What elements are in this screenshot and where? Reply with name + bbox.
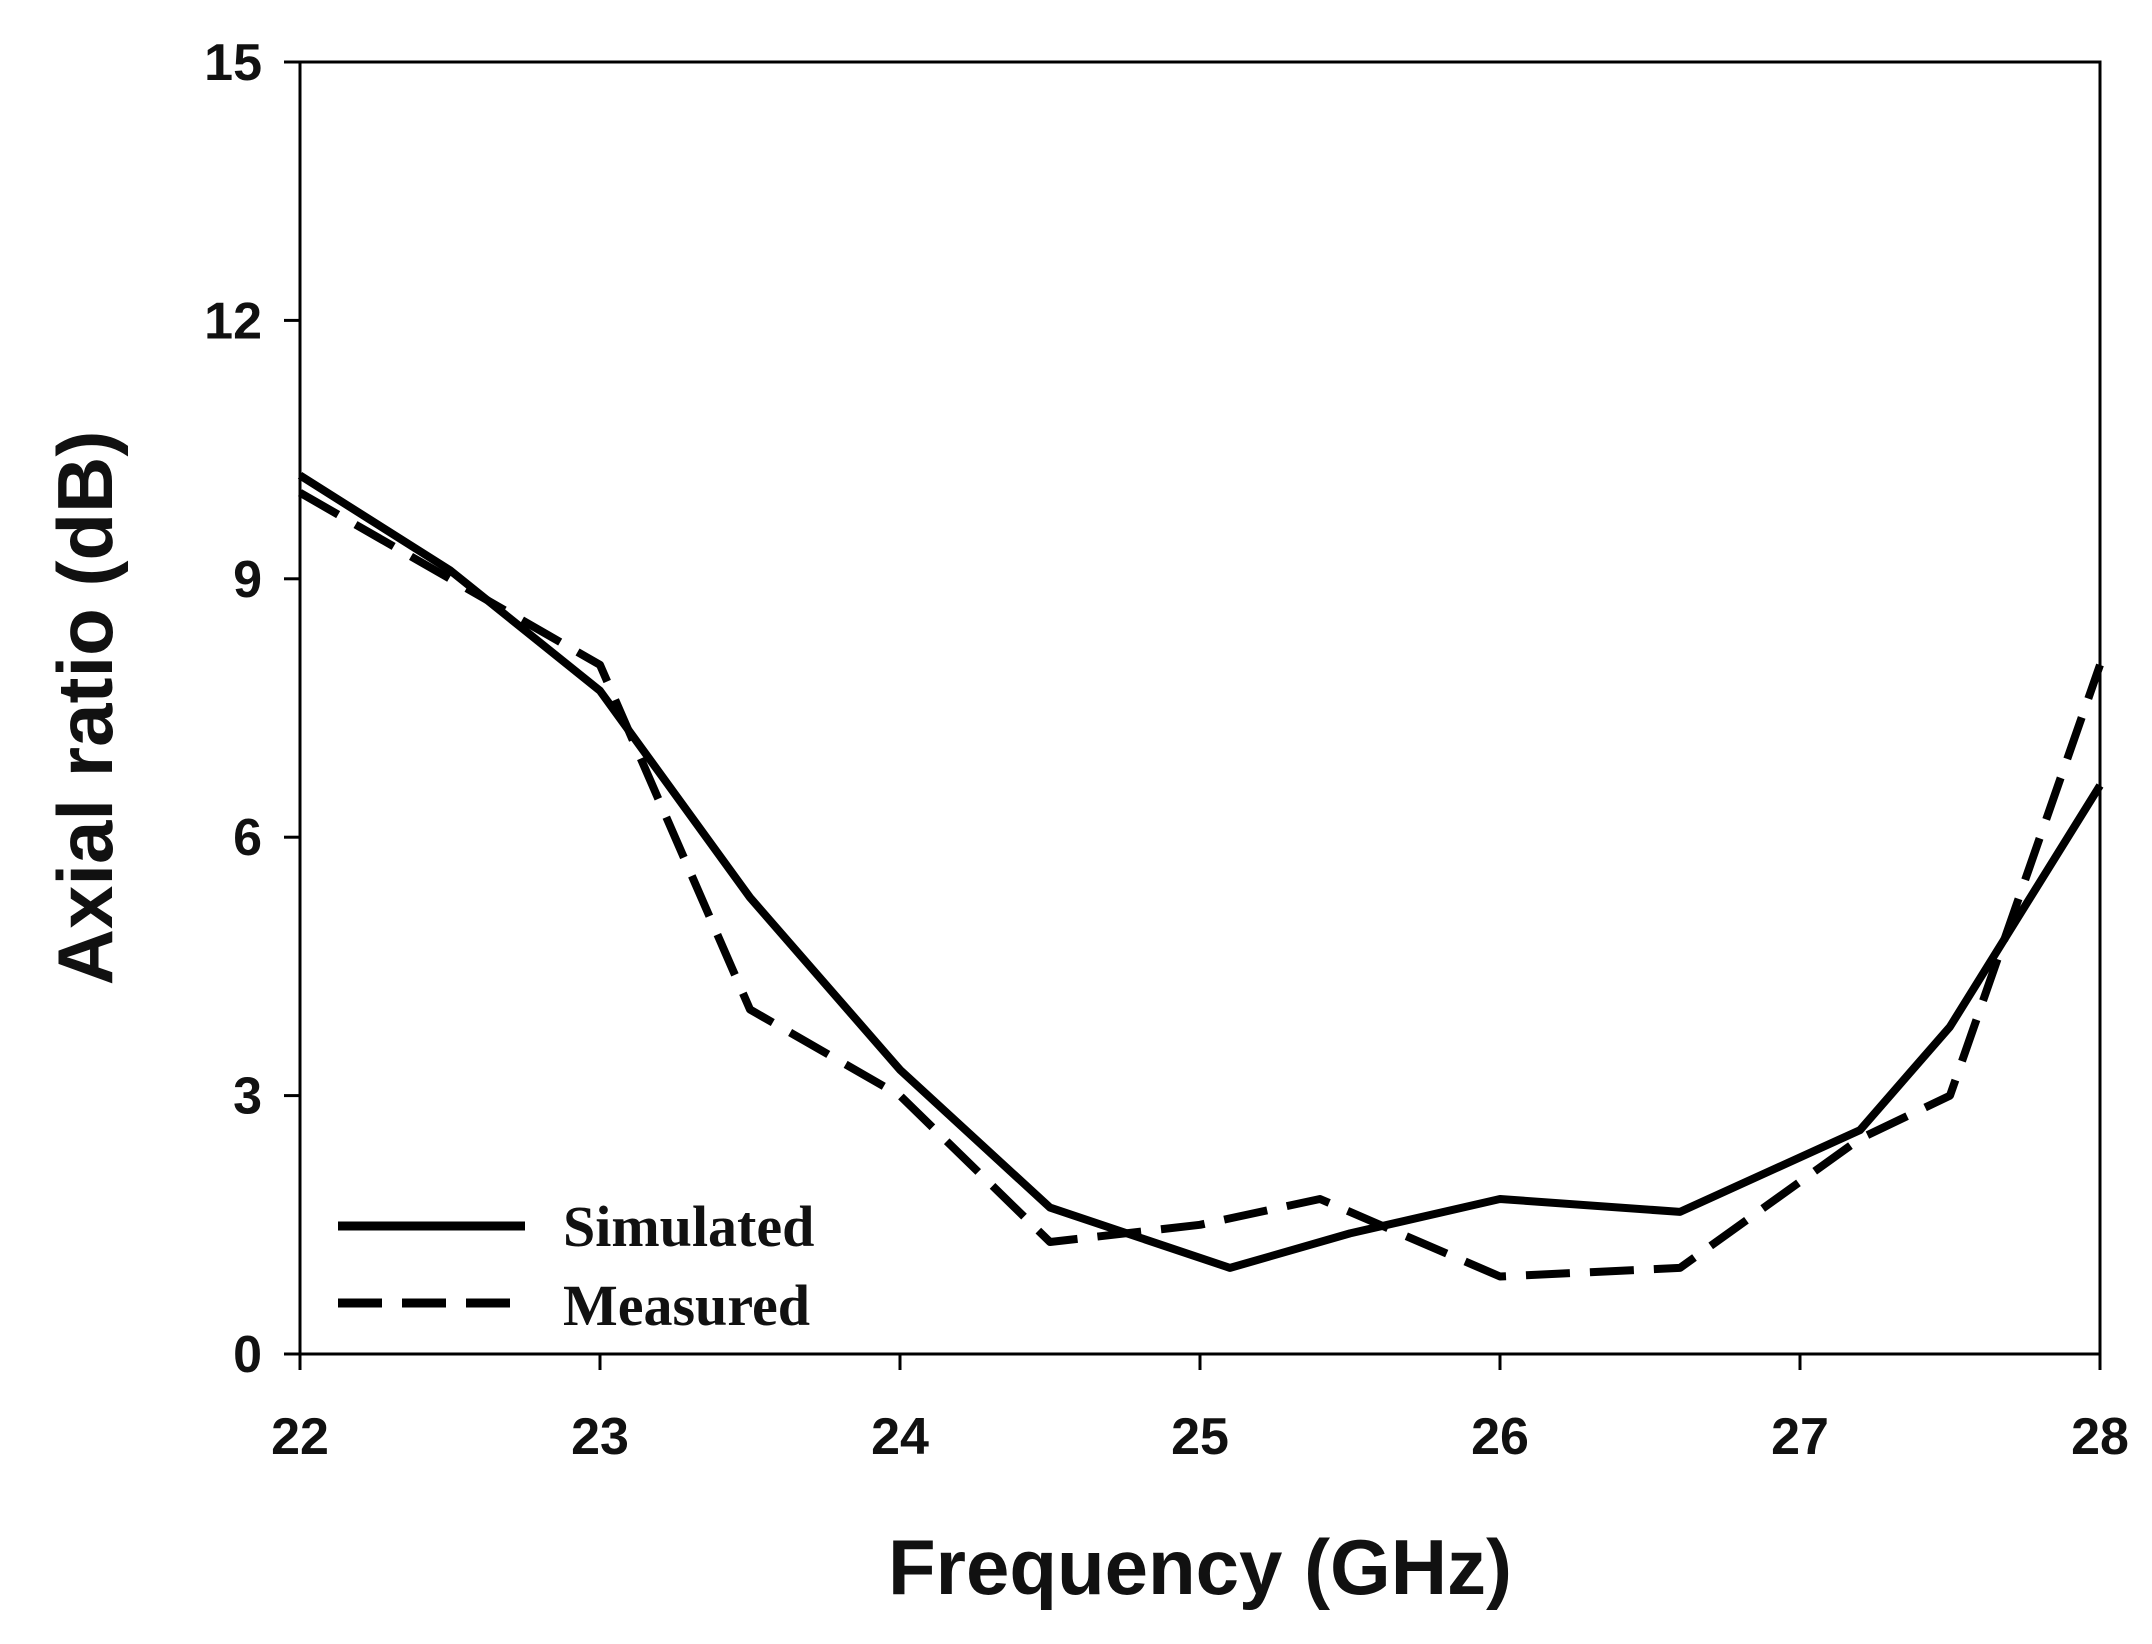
series-group — [297, 472, 2104, 1281]
legend-label-measured: Measured — [563, 1273, 810, 1338]
legend: Simulated Measured — [338, 1194, 814, 1338]
x-tick-label-24: 24 — [871, 1408, 929, 1466]
y-tick-label-6: 6 — [233, 809, 262, 867]
y-tick-label-0: 0 — [233, 1326, 262, 1384]
x-axis-ticks — [298, 1354, 2102, 1370]
series-line-simulated — [297, 472, 2104, 1272]
x-tick-label-25: 25 — [1171, 1408, 1229, 1466]
y-tick-label-12: 12 — [204, 292, 262, 350]
x-tick-label-27: 27 — [1771, 1408, 1829, 1466]
legend-label-simulated: Simulated — [563, 1194, 814, 1259]
y-tick-label-9: 9 — [233, 551, 262, 609]
y-axis-tick-labels: 0 3 6 9 12 15 — [204, 34, 262, 1384]
x-tick-label-22: 22 — [271, 1408, 329, 1466]
x-tick-label-28: 28 — [2071, 1408, 2129, 1466]
y-axis-title: Axial ratio (dB) — [41, 431, 129, 986]
y-tick-label-3: 3 — [233, 1068, 262, 1126]
x-axis-title: Frequency (GHz) — [888, 1523, 1512, 1611]
x-axis-tick-labels: 22 23 24 25 26 27 28 — [271, 1408, 2129, 1466]
y-axis-ticks — [284, 60, 300, 1356]
series-line-measured — [298, 489, 2104, 1281]
x-tick-label-26: 26 — [1471, 1408, 1529, 1466]
x-tick-label-23: 23 — [571, 1408, 629, 1466]
y-tick-label-15: 15 — [204, 34, 262, 92]
